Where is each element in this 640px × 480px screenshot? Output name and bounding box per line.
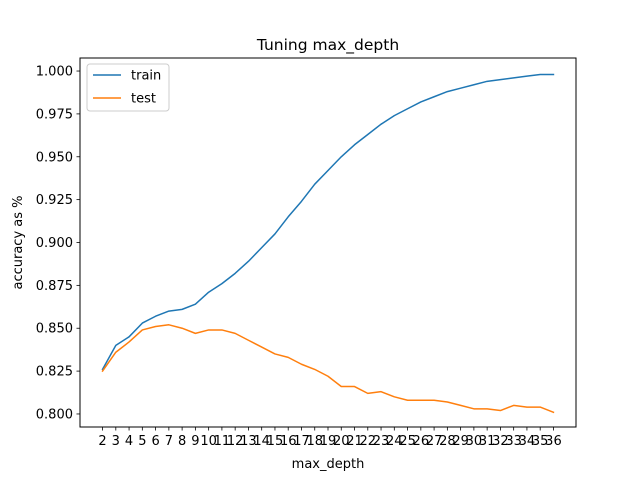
x-tick-label: 19 <box>320 434 337 449</box>
y-axis-label: accuracy as % <box>11 195 26 289</box>
x-tick-label: 12 <box>227 434 244 449</box>
x-tick-label: 4 <box>125 434 133 449</box>
legend-label-test: test <box>131 92 156 107</box>
x-tick-label: 18 <box>306 434 323 449</box>
x-axis-label: max_depth <box>292 457 365 472</box>
y-tick-label: 0.900 <box>36 236 73 251</box>
x-tick-label: 34 <box>519 434 536 449</box>
x-tick-label: 29 <box>452 434 469 449</box>
x-tick-label: 32 <box>492 434 509 449</box>
series-line-test <box>101 324 555 414</box>
x-tick-label: 2 <box>98 434 106 449</box>
x-tick-label: 22 <box>360 434 377 449</box>
chart-title: Tuning max_depth <box>256 36 399 55</box>
x-tick-label: 6 <box>151 434 159 449</box>
x-tick-label: 27 <box>426 434 443 449</box>
y-axis: 0.800 0.825 0.850 0.875 0.900 0.925 0.950 0.975… <box>36 65 80 422</box>
x-tick-label: 28 <box>439 434 456 449</box>
y-tick-label: 1.000 <box>36 65 73 80</box>
x-tick-label: 35 <box>532 434 549 449</box>
plot-background <box>80 58 576 427</box>
x-tick-label: 5 <box>138 434 146 449</box>
x-axis: 2 3 4 5 6 7 8 9 10111213141516171819202122232425… <box>98 427 562 449</box>
legend-label-train: train <box>131 69 161 84</box>
x-tick-label: 31 <box>479 434 496 449</box>
x-tick-label: 11 <box>214 434 231 449</box>
legend: train test <box>86 63 170 112</box>
series-layer <box>101 73 555 414</box>
series-line-train <box>101 73 555 371</box>
x-tick-label: 7 <box>165 434 173 449</box>
x-tick-label: 15 <box>267 434 284 449</box>
x-tick-label: 26 <box>413 434 430 449</box>
plot-area <box>79 57 577 428</box>
x-tick-label: 10 <box>200 434 217 449</box>
x-tick-label: 8 <box>178 434 186 449</box>
x-tick-label: 30 <box>466 434 483 449</box>
x-tick-label: 14 <box>253 434 270 449</box>
x-tick-label: 3 <box>112 434 120 449</box>
y-tick-label: 0.875 <box>36 279 73 294</box>
x-tick-label: 20 <box>333 434 350 449</box>
x-tick-label: 16 <box>280 434 297 449</box>
x-tick-label: 33 <box>505 434 522 449</box>
y-tick-label: 0.825 <box>36 365 73 380</box>
y-tick-label: 0.850 <box>36 322 73 337</box>
x-tick-label: 25 <box>399 434 416 449</box>
x-tick-label: 24 <box>386 434 403 449</box>
x-tick-label: 23 <box>373 434 390 449</box>
x-tick-label: 13 <box>240 434 257 449</box>
y-tick-label: 0.925 <box>36 193 73 208</box>
y-tick-label: 0.800 <box>36 407 73 422</box>
x-tick-label: 17 <box>293 434 310 449</box>
y-tick-label: 0.975 <box>36 107 73 122</box>
y-tick-label: 0.950 <box>36 150 73 165</box>
x-tick-label: 36 <box>545 434 562 449</box>
x-tick-label: 9 <box>191 434 199 449</box>
x-tick-label: 21 <box>346 434 363 449</box>
